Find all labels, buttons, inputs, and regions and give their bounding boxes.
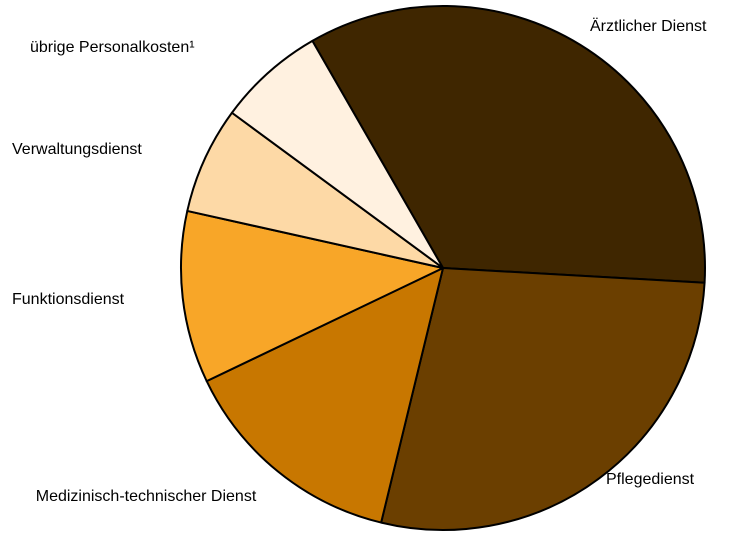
slice-label: Pflegedienst xyxy=(606,471,695,488)
pie-slice xyxy=(186,111,444,269)
slice-label: Verwaltungsdienst xyxy=(12,141,142,158)
slice-label: Ärztlicher Dienst xyxy=(590,18,707,35)
pie-slice xyxy=(380,267,706,531)
slice-label: übrige Personalkosten¹ xyxy=(30,39,195,56)
slice-label: Funktionsdienst xyxy=(12,291,125,308)
pie-slice xyxy=(205,267,444,524)
pie-slice xyxy=(311,5,706,284)
pie-slice xyxy=(230,39,444,269)
slice-label: Medizinisch-technischer Dienst xyxy=(35,488,257,505)
